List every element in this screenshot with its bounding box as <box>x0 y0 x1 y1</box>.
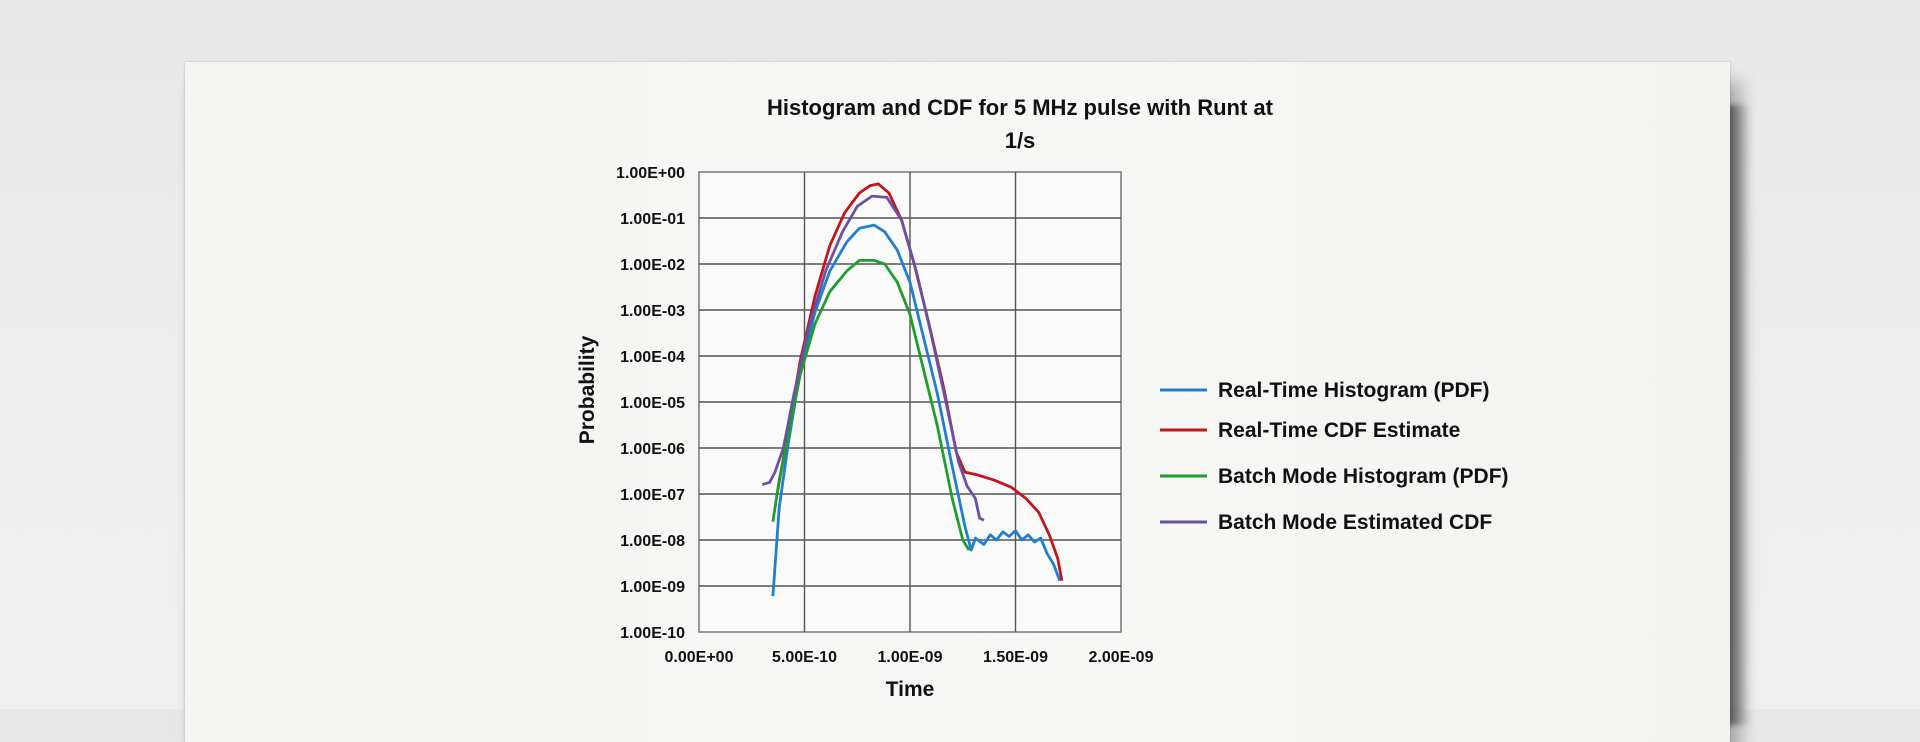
x-tick-label: 0.00E+00 <box>665 649 734 666</box>
y-tick-label: 1.00E-02 <box>620 257 685 274</box>
y-tick-label: 1.00E-07 <box>620 487 685 504</box>
x-tick-label: 5.00E-10 <box>772 649 837 666</box>
series-lines <box>761 182 1064 597</box>
x-tick-label: 1.50E-09 <box>983 649 1048 666</box>
y-tick-label: 1.00E-01 <box>620 211 685 228</box>
series-line-batch-mode-histogram-pdf <box>771 258 971 551</box>
y-tick-label: 1.00E-09 <box>620 579 685 596</box>
series-line-real-time-histogram-pdf <box>771 223 1062 597</box>
legend-label-real-time-histogram-pdf: Real-Time Histogram (PDF) <box>1218 379 1490 402</box>
series-line-batch-mode-estimated-cdf <box>761 194 985 522</box>
legend: Real-Time Histogram (PDF) Real-Time CDF E… <box>1160 379 1509 534</box>
y-tick-label: 1.00E+00 <box>616 165 685 182</box>
legend-label-batch-mode-histogram-pdf: Batch Mode Histogram (PDF) <box>1218 465 1509 488</box>
x-axis-label: Time <box>886 678 935 701</box>
chart-title-line-2: 1/s <box>1005 128 1036 153</box>
y-tick-label: 1.00E-06 <box>620 441 685 458</box>
y-tick-label: 1.00E-03 <box>620 303 685 320</box>
x-tick-labels: 0.00E+00 5.00E-10 1.00E-09 1.50E-09 2.00E-09 <box>665 649 1154 666</box>
y-tick-label: 1.00E-08 <box>620 533 685 550</box>
y-tick-labels: 1.00E+00 1.00E-01 1.00E-02 1.00E-03 1.00E-04… <box>616 165 685 642</box>
y-tick-label: 1.00E-04 <box>620 349 685 366</box>
x-tick-label: 2.00E-09 <box>1089 649 1154 666</box>
chart-title: Histogram and CDF for 5 MHz pulse with R… <box>767 95 1274 120</box>
y-tick-label: 1.00E-10 <box>620 625 685 642</box>
legend-label-batch-mode-estimated-cdf: Batch Mode Estimated CDF <box>1218 511 1492 534</box>
chart: Histogram and CDF for 5 MHz pulse with R… <box>576 95 1509 701</box>
x-tick-label: 1.00E-09 <box>878 649 943 666</box>
y-tick-label: 1.00E-05 <box>620 395 685 412</box>
y-axis-label: Probability <box>576 335 599 444</box>
legend-label-real-time-cdf-estimate: Real-Time CDF Estimate <box>1218 419 1460 442</box>
